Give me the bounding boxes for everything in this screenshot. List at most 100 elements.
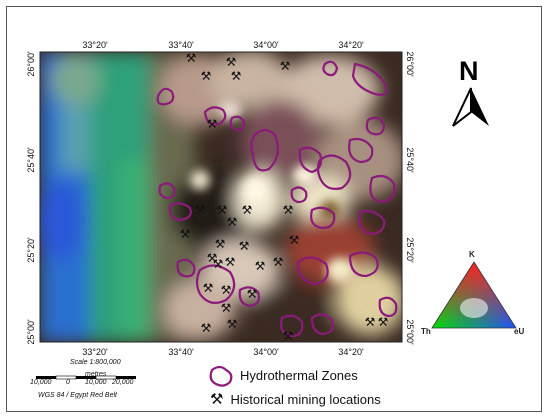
north-arrow-icon [452, 87, 489, 127]
legend-label: Historical mining locations [230, 391, 381, 407]
mining-location-icon: ⚒ [186, 51, 197, 65]
hydrothermal-zone [369, 174, 396, 204]
mining-location-icon: ⚒ [207, 251, 218, 265]
map-border [39, 51, 403, 343]
hydrothermal-zone [158, 182, 176, 200]
mining-location-icon: ⚒ [283, 329, 294, 343]
mining-location-icon: ⚒ [195, 203, 206, 217]
hydrothermal-zone [195, 264, 236, 305]
scale-label: 10,000 [85, 379, 107, 386]
scale-footer: WGS 84 / Egypt Red Belt [38, 392, 117, 399]
mining-location-icon: ⚒ [221, 301, 232, 315]
legend-mining-locations: ⚒ Historical mining locations [210, 390, 381, 408]
mining-location-icon: ⚒ [226, 55, 237, 69]
lat-tick-label: 25°40' [26, 147, 36, 173]
lat-tick-label: 25°40' [405, 147, 415, 173]
mining-location-icon: ⚒ [203, 281, 214, 295]
mining-location-icon: ⚒ [273, 255, 284, 269]
hydrothermal-zone [290, 186, 308, 204]
mining-location-icon: ⚒ [201, 69, 212, 83]
ternary-top-label: K [469, 250, 475, 259]
mining-location-icon: ⚒ [225, 255, 236, 269]
mining-location-icon: ⚒ [289, 233, 300, 247]
mining-location-icon: ⚒ [207, 117, 218, 131]
mining-locations-layer: ⚒ ⚒ ⚒⚒ ⚒⚒⚒ ⚒ ⚒ ⚒⚒⚒⚒ ⚒ ⚒⚒⚒ ⚒ ⚒ ⚒⚒ ⚒ ⚒⚒⚒⚒⚒⚒ ⚒ [180, 51, 389, 343]
hydrothermal-zone [322, 60, 339, 77]
lon-tick-label: 34°20' [338, 40, 364, 50]
lat-tick-label: 25°20' [405, 237, 415, 263]
lat-tick-label: 26°00' [405, 51, 415, 77]
hydrothermal-zone [238, 286, 261, 308]
map-figure-frame [6, 6, 542, 412]
mining-location-icon: ⚒ [201, 321, 212, 335]
legend-label: Hydrothermal Zones [240, 368, 358, 383]
scale-title: Scale 1:800,000 [70, 359, 121, 366]
lon-tick-label: 34°00' [253, 40, 279, 50]
mining-location-icon: ⚒ [217, 203, 228, 217]
mining-location-icon: ⚒ [180, 227, 191, 241]
lon-tick-label: 34°00' [253, 347, 279, 357]
mining-location-icon: ⚒ [365, 315, 376, 329]
mining-location-icon: ⚒ [378, 315, 389, 329]
scale-label: 20,000 [112, 379, 134, 386]
lon-tick-label: 33°40' [168, 40, 194, 50]
lat-tick-labels-left: 26°00' 25°40' 25°20' 25°00' [26, 51, 36, 345]
north-arrow-label: N [459, 56, 479, 86]
lon-tick-labels-top: 33°20' 33°40' 34°00' 34°20' [82, 40, 364, 50]
lat-tick-label: 25°00' [405, 319, 415, 345]
lon-tick-label: 34°20' [338, 347, 364, 357]
mining-location-icon: ⚒ [247, 287, 258, 301]
scale-bar-graphic [36, 375, 136, 380]
hydrothermal-zone [358, 209, 386, 236]
mining-location-icon: ⚒ [255, 259, 266, 273]
hydrothermal-zone [316, 154, 352, 190]
lat-tick-labels-right: 26°00' 25°40' 25°20' 25°00' [405, 51, 415, 345]
hydrothermal-zone [351, 62, 388, 96]
hydrothermal-zone [310, 206, 336, 230]
hydrothermal-zone [348, 137, 374, 164]
mining-location-icon: ⚒ [283, 203, 294, 217]
hydrothermal-zone [365, 116, 386, 136]
hydrothermal-zone [378, 296, 398, 318]
hydrothermal-zone [296, 256, 329, 286]
lon-tick-label: 33°40' [168, 347, 194, 357]
mining-location-icon: ⚒ [213, 257, 224, 271]
hydrothermal-zone [298, 146, 323, 174]
mining-location-icon: ⚒ [242, 203, 253, 217]
scale-bar: Scale 1:800,000 10,000 0 10,000 20,000 m… [30, 359, 160, 405]
hydrothermal-zone [229, 115, 246, 132]
mining-location-icon: ⚒ [231, 69, 242, 83]
lon-tick-label: 33°20' [82, 347, 108, 357]
hydrothermal-zone [156, 87, 175, 106]
legend-hydrothermal-zones: Hydrothermal Zones [232, 368, 358, 383]
hydrothermal-zone [203, 106, 227, 126]
lat-tick-label: 25°20' [26, 237, 36, 263]
hydrothermal-zone [250, 128, 280, 172]
hydrothermal-zones-layer [156, 60, 398, 338]
hydrothermal-zone [310, 313, 335, 336]
hydrothermal-zone [280, 314, 304, 338]
hydrothermal-zone [348, 251, 379, 278]
mining-location-icon: ⚒ [239, 239, 250, 253]
ternary-triangle-icon [431, 261, 517, 329]
mining-location-icon: ⚒ [227, 215, 238, 229]
scale-label: 10,000 [30, 379, 52, 386]
mining-location-icon: ⚒ [221, 283, 232, 297]
ternary-left-label: Th [421, 327, 431, 336]
hydrothermal-zone [168, 202, 192, 222]
scale-label: 0 [66, 379, 70, 386]
mining-location-icon: ⚒ [215, 237, 226, 251]
ternary-raster [40, 52, 402, 342]
lon-tick-label: 33°20' [82, 40, 108, 50]
mining-location-icon: ⚒ [280, 59, 291, 73]
lat-tick-label: 25°00' [26, 319, 36, 345]
lat-tick-label: 26°00' [26, 51, 36, 77]
mining-legend-icon: ⚒ [210, 391, 224, 408]
mining-location-icon: ⚒ [227, 317, 238, 331]
hydrothermal-zone-legend-icon [209, 365, 233, 387]
lon-tick-labels-bottom: 33°20' 33°40' 34°00' 34°20' [82, 347, 364, 357]
scale-units: metres [85, 371, 107, 378]
hydrothermal-zone [176, 258, 196, 278]
ternary-right-label: eU [514, 327, 525, 336]
